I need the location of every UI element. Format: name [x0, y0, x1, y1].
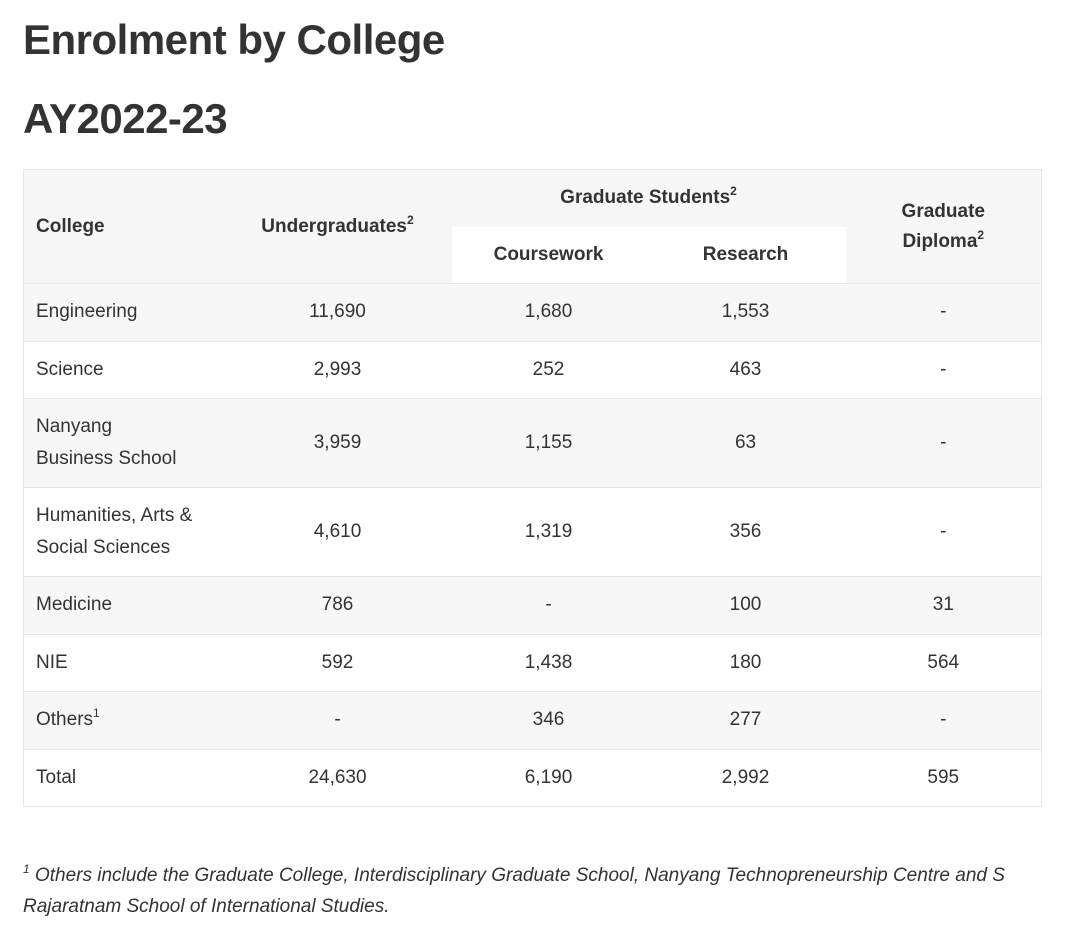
cell-research: 63 — [645, 398, 846, 488]
cell-research: 180 — [645, 633, 846, 692]
cell-coursework: 1,680 — [451, 283, 646, 341]
cell-college: Engineering — [23, 283, 224, 341]
table-row: Science 2,993 252 463- — [23, 340, 1042, 399]
cell-college: Medicine — [23, 576, 224, 634]
cell-coursework: 1,319 — [451, 487, 646, 577]
cell-undergrad: 3,959 — [223, 398, 452, 488]
table-row: Humanities, Arts & Social Sciences 4,610 1… — [23, 487, 1042, 577]
page-subtitle: AY2022-23 — [23, 95, 228, 142]
header-graduate: Graduate Students2 — [451, 169, 846, 227]
header-diploma: Graduate Diploma2 — [845, 169, 1042, 284]
cell-coursework: 252 — [451, 340, 646, 399]
cell-research: 463 — [645, 340, 846, 399]
cell-undergrad: - — [223, 691, 452, 749]
cell-research: 277 — [645, 691, 846, 749]
footnote: 1 Others include the Graduate College, I… — [23, 862, 1005, 917]
cell-diploma: 595 — [845, 748, 1042, 807]
page-title: Enrolment by College — [23, 16, 445, 63]
table-row: Medicine 786-100 31 — [23, 576, 1042, 634]
cell-diploma: - — [845, 398, 1042, 488]
cell-research: 1,553 — [645, 283, 846, 341]
cell-college: Others1 — [23, 691, 224, 749]
cell-undergrad: 592 — [223, 633, 452, 692]
cell-coursework: 1,438 — [451, 633, 646, 692]
cell-diploma: 564 — [845, 633, 1042, 692]
cell-diploma: 31 — [845, 576, 1042, 634]
cell-undergrad: 786 — [223, 576, 452, 634]
header-college: College — [23, 169, 224, 284]
cell-college: Total — [23, 748, 224, 807]
cell-college: NIE — [23, 633, 224, 692]
table-row: Engineering 11,690 1,680 1,553- — [23, 283, 1042, 341]
cell-research: 2,992 — [645, 748, 846, 807]
cell-diploma: - — [845, 487, 1042, 577]
cell-diploma: - — [845, 691, 1042, 749]
cell-research: 100 — [645, 576, 846, 634]
table-row: Others1-346 277- — [23, 691, 1042, 749]
cell-college: Nanyang Business School — [23, 398, 224, 488]
header-research: Research — [645, 226, 846, 284]
cell-undergrad: 24,630 — [223, 748, 452, 807]
header-coursework: Coursework — [451, 226, 646, 284]
cell-coursework: 346 — [451, 691, 646, 749]
cell-research: 356 — [645, 487, 846, 577]
cell-coursework: 1,155 — [451, 398, 646, 488]
cell-undergrad: 4,610 — [223, 487, 452, 577]
cell-diploma: - — [845, 283, 1042, 341]
table-row: NIE 592 1,438 180 564 — [23, 633, 1042, 692]
enrolment-table: College Undergraduates2 Graduate Student… — [23, 169, 1043, 807]
cell-undergrad: 11,690 — [223, 283, 452, 341]
header-undergrad: Undergraduates2 — [223, 169, 452, 284]
cell-college: Science — [23, 340, 224, 399]
cell-college: Humanities, Arts & Social Sciences — [23, 487, 224, 577]
cell-undergrad: 2,993 — [223, 340, 452, 399]
table-row: Total 24,630 6,190 2,992 595 — [23, 748, 1042, 807]
cell-coursework: - — [451, 576, 646, 634]
cell-coursework: 6,190 — [451, 748, 646, 807]
table-row: Nanyang Business School 3,959 1,155 63- — [23, 398, 1042, 488]
cell-diploma: - — [845, 340, 1042, 399]
